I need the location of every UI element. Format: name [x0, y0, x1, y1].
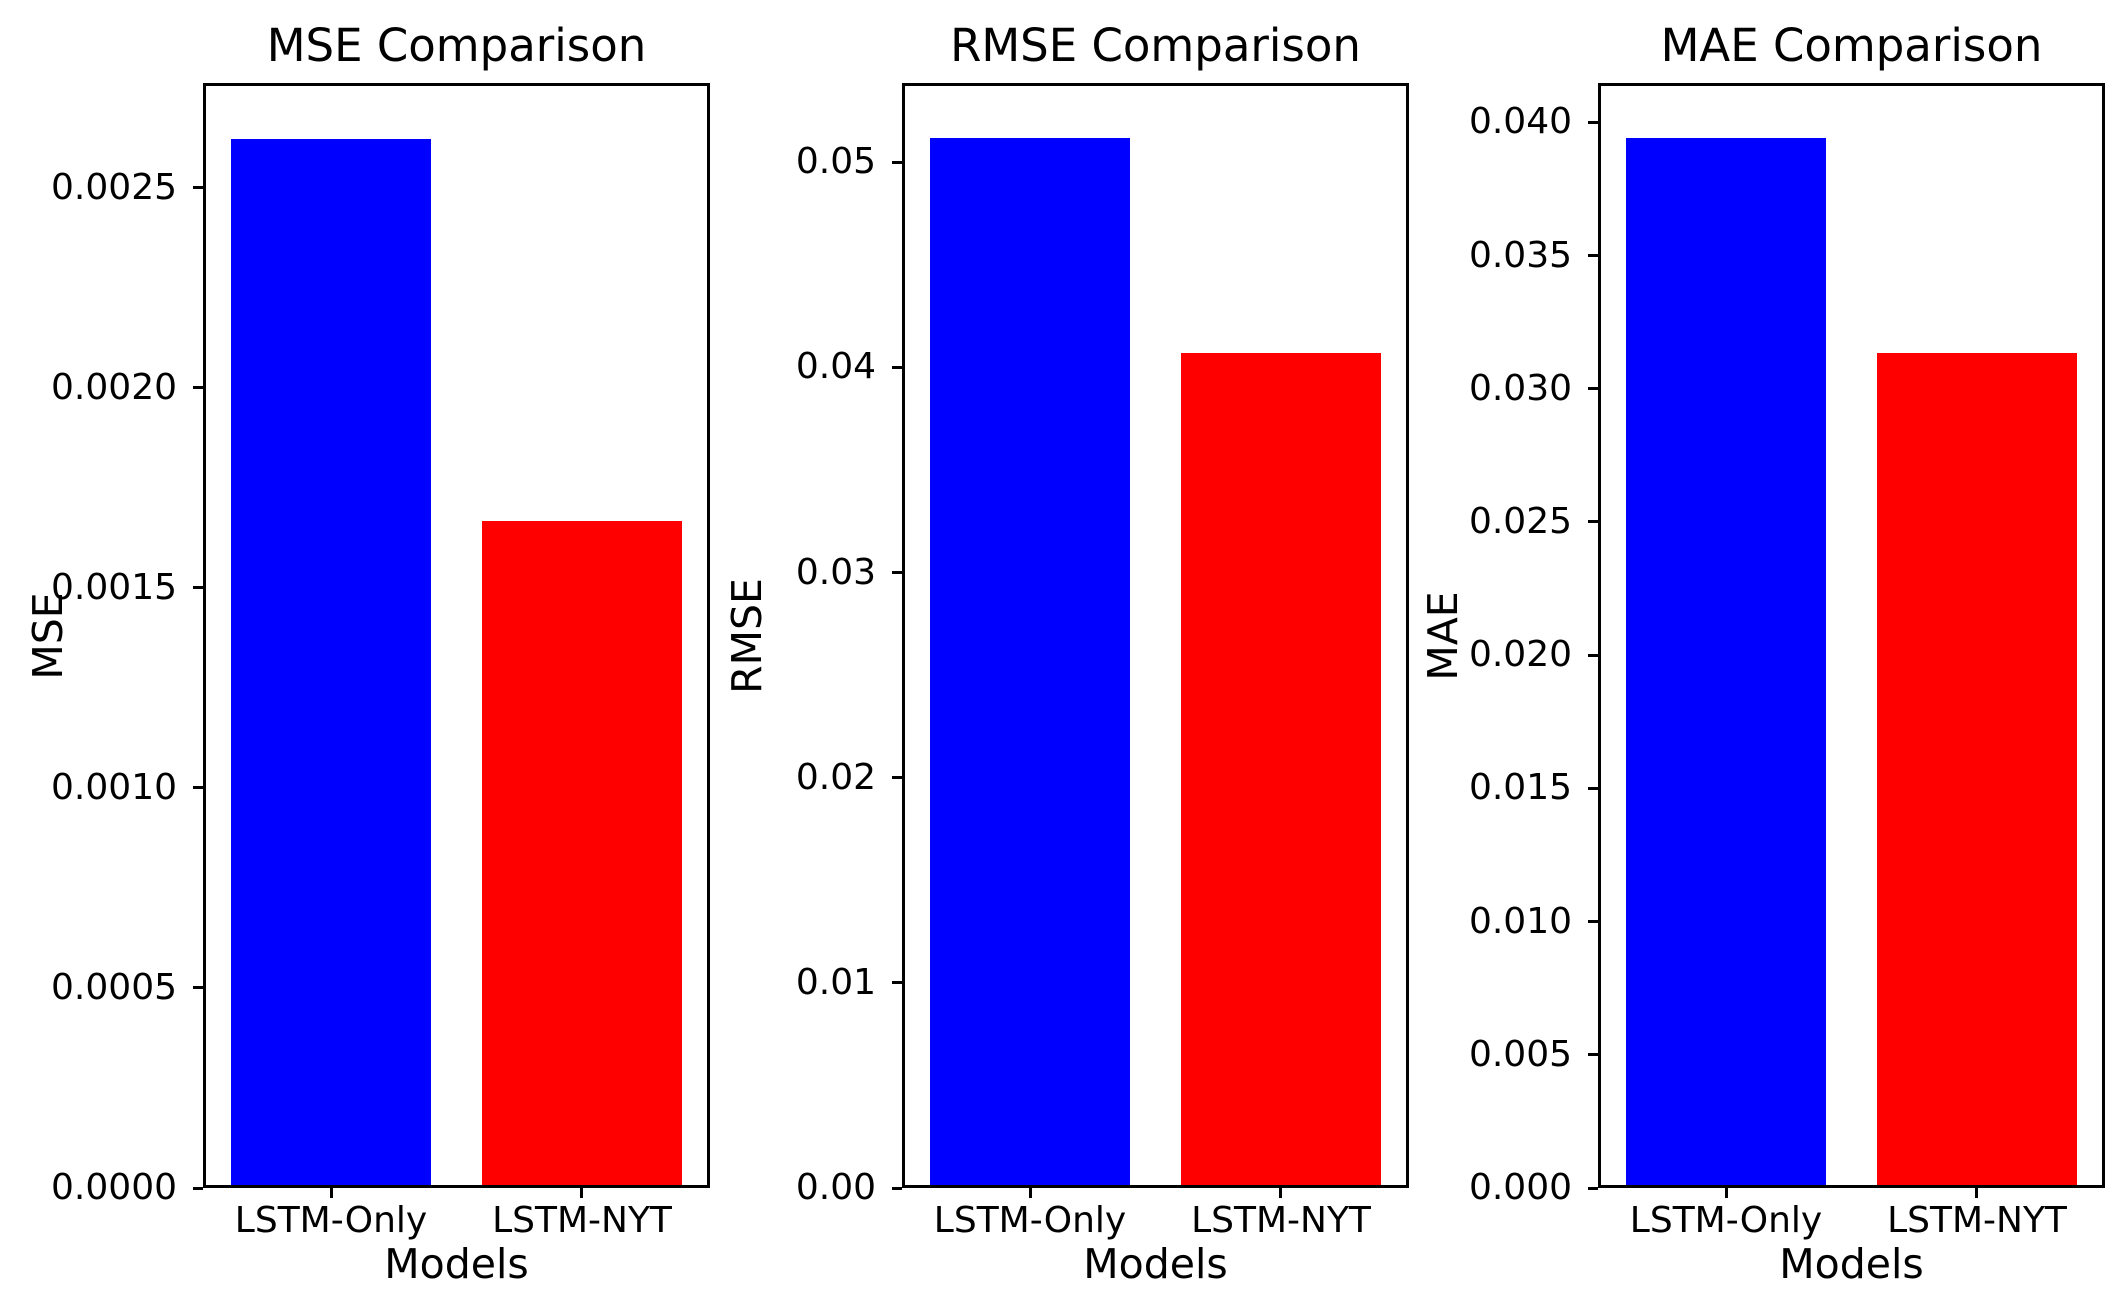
- x-tick-label: LSTM-Only: [1629, 1200, 1823, 1241]
- x-axis-label-rmse: Models: [1083, 1240, 1228, 1288]
- y-tick-mark: [193, 586, 203, 589]
- y-tick-mark: [193, 386, 203, 389]
- y-tick-mark: [1588, 520, 1598, 523]
- y-tick-mark: [193, 186, 203, 189]
- y-tick-label: 0.02: [795, 757, 876, 798]
- y-tick-label: 0.00: [795, 1167, 876, 1208]
- y-tick-mark: [892, 981, 902, 984]
- y-tick-mark: [1588, 1187, 1598, 1190]
- y-tick-label: 0.0020: [51, 367, 177, 408]
- x-tick-label: LSTM-NYT: [492, 1200, 672, 1241]
- x-axis-label-mse: Models: [384, 1240, 529, 1288]
- chart-title-mse: MSE Comparison: [266, 19, 647, 72]
- y-tick-mark: [193, 786, 203, 789]
- y-tick-label: 0.01: [795, 962, 876, 1003]
- y-tick-mark: [1588, 254, 1598, 257]
- plot-area-mae: [1598, 83, 2105, 1188]
- bar-lstm-nyt: [482, 521, 682, 1185]
- y-tick-label: 0.030: [1468, 368, 1572, 409]
- chart-title-rmse: RMSE Comparison: [950, 19, 1361, 72]
- x-tick-mark: [1725, 1188, 1728, 1198]
- y-tick-label: 0.04: [795, 346, 876, 387]
- y-tick-mark: [1588, 920, 1598, 923]
- y-tick-label: 0.05: [795, 141, 876, 182]
- y-tick-label: 0.0025: [51, 167, 177, 208]
- y-tick-mark: [892, 1187, 902, 1190]
- y-tick-label: 0.020: [1468, 634, 1572, 675]
- y-tick-mark: [892, 776, 902, 779]
- y-tick-label: 0.0000: [51, 1167, 177, 1208]
- y-axis-label-rmse: RMSE: [723, 577, 771, 694]
- x-tick-mark: [1279, 1188, 1282, 1198]
- x-tick-mark: [330, 1188, 333, 1198]
- x-axis-label-mae: Models: [1779, 1240, 1924, 1288]
- y-tick-mark: [892, 366, 902, 369]
- bar-lstm-only: [1626, 138, 1826, 1185]
- plot-area-mse: [203, 83, 710, 1188]
- y-tick-label: 0.010: [1468, 901, 1572, 942]
- y-tick-label: 0.03: [795, 552, 876, 593]
- x-tick-mark: [1029, 1188, 1032, 1198]
- x-tick-label: LSTM-NYT: [1191, 1200, 1371, 1241]
- y-tick-label: 0.0015: [51, 567, 177, 608]
- x-tick-mark: [580, 1188, 583, 1198]
- x-tick-mark: [1975, 1188, 1978, 1198]
- y-tick-mark: [892, 571, 902, 574]
- y-tick-label: 0.025: [1468, 501, 1572, 542]
- bar-lstm-nyt: [1181, 353, 1381, 1185]
- chart-title-mae: MAE Comparison: [1660, 19, 2043, 72]
- y-axis-label-mse: MSE: [24, 591, 72, 680]
- bar-lstm-nyt: [1877, 353, 2077, 1185]
- y-tick-mark: [1588, 1053, 1598, 1056]
- y-tick-label: 0.015: [1468, 767, 1572, 808]
- y-tick-label: 0.035: [1468, 235, 1572, 276]
- y-tick-mark: [193, 986, 203, 989]
- y-tick-label: 0.0010: [51, 767, 177, 808]
- plot-area-rmse: [902, 83, 1409, 1188]
- y-tick-mark: [1588, 654, 1598, 657]
- y-tick-label: 0.005: [1468, 1034, 1572, 1075]
- y-tick-label: 0.000: [1468, 1167, 1572, 1208]
- y-tick-label: 0.040: [1468, 101, 1572, 142]
- y-tick-mark: [1588, 387, 1598, 390]
- y-tick-label: 0.0005: [51, 967, 177, 1008]
- x-tick-label: LSTM-NYT: [1887, 1200, 2067, 1241]
- x-tick-label: LSTM-Only: [933, 1200, 1127, 1241]
- y-tick-mark: [1588, 121, 1598, 124]
- bar-lstm-only: [231, 139, 431, 1185]
- y-tick-mark: [193, 1187, 203, 1190]
- x-tick-label: LSTM-Only: [234, 1200, 428, 1241]
- y-tick-mark: [892, 161, 902, 164]
- bar-lstm-only: [930, 138, 1130, 1185]
- y-tick-mark: [1588, 787, 1598, 790]
